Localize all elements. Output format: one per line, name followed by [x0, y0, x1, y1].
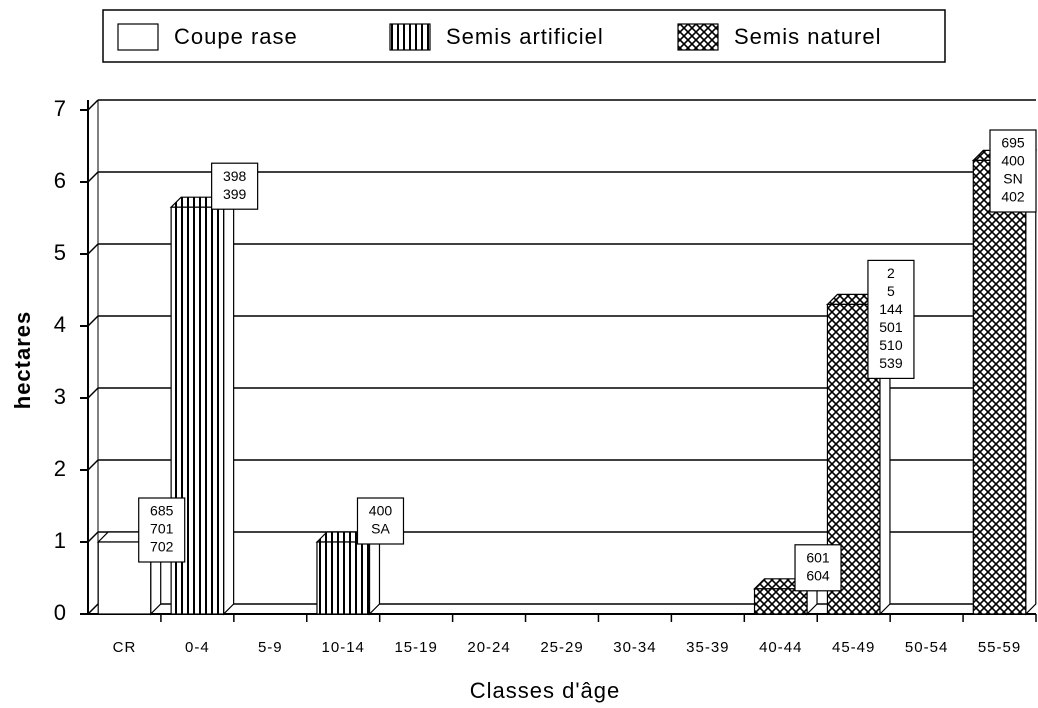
grid-line [87, 387, 99, 399]
legend-label: Semis naturel [734, 24, 882, 49]
x-tick-label: 35-39 [686, 639, 729, 656]
annotation-text: 5 [887, 283, 895, 299]
annotation-text: 402 [1001, 189, 1025, 205]
x-tick-label: CR [113, 639, 137, 656]
annotation-text: 685 [150, 503, 174, 519]
grid-line [87, 243, 99, 255]
y-tick-label: 1 [54, 528, 66, 553]
x-tick-label: 5-9 [258, 639, 283, 656]
y-axis-label: hectares [10, 311, 35, 410]
legend-swatch [117, 23, 159, 51]
bar [972, 159, 1027, 615]
x-tick-label: 50-54 [905, 639, 948, 656]
annotation-text: 400 [1001, 153, 1025, 169]
y-tick-label: 7 [54, 96, 66, 121]
legend-swatch [677, 23, 719, 51]
annotation-text: 144 [879, 301, 903, 317]
x-tick-label: 55-59 [978, 639, 1021, 656]
x-axis-label: Classes d'âge [470, 678, 621, 703]
bar-side [1025, 148, 1037, 616]
y-tick-label: 5 [54, 240, 66, 265]
annotation-box [138, 497, 186, 563]
grid-line [87, 531, 99, 543]
annotation-text: 604 [806, 568, 830, 584]
annotation-text: 510 [879, 337, 903, 353]
x-tick-label: 45-49 [832, 639, 875, 656]
annotation-text: 539 [879, 355, 903, 371]
bar-side [223, 195, 235, 616]
annotation-text: 702 [150, 539, 174, 555]
annotation-box [211, 162, 259, 210]
y-tick-label: 0 [54, 600, 66, 625]
annotation-text: SN [1003, 171, 1022, 187]
y-tick-label: 2 [54, 456, 66, 481]
legend-box [102, 9, 946, 63]
annotation-text: 399 [223, 186, 247, 202]
x-tick-label: 20-24 [467, 639, 510, 656]
y-tick-label: 4 [54, 312, 66, 337]
grid-line [87, 603, 99, 615]
grid-line [87, 171, 99, 183]
grid-line [87, 315, 99, 327]
x-tick-label: 15-19 [394, 639, 437, 656]
annotation-text: 398 [223, 168, 247, 184]
annotation-text: 601 [806, 550, 830, 566]
x-tick-label: 30-34 [613, 639, 656, 656]
bar [753, 588, 808, 615]
grid-line [87, 99, 99, 111]
annotation-box [794, 544, 842, 592]
annotation-box [989, 129, 1037, 213]
x-tick-label: 10-14 [322, 639, 365, 656]
legend-swatch [389, 23, 431, 51]
bar [316, 541, 371, 615]
annotation-box [356, 497, 405, 545]
annotation-text: 501 [879, 319, 903, 335]
annotation-text: 2 [887, 265, 895, 281]
x-tick-label: 25-29 [540, 639, 583, 656]
annotation-box [867, 259, 915, 379]
annotation-text: 695 [1001, 135, 1025, 151]
annotation-text: SA [371, 521, 390, 537]
y-tick-label: 6 [54, 168, 66, 193]
x-tick-label: 40-44 [759, 639, 802, 656]
annotation-text: 400 [369, 503, 393, 519]
grid-line [87, 459, 99, 471]
x-tick-label: 0-4 [185, 639, 210, 656]
y-tick-label: 3 [54, 384, 66, 409]
legend-label: Semis artificiel [446, 24, 604, 49]
annotation-text: 701 [150, 521, 174, 537]
legend-label: Coupe rase [174, 24, 298, 49]
